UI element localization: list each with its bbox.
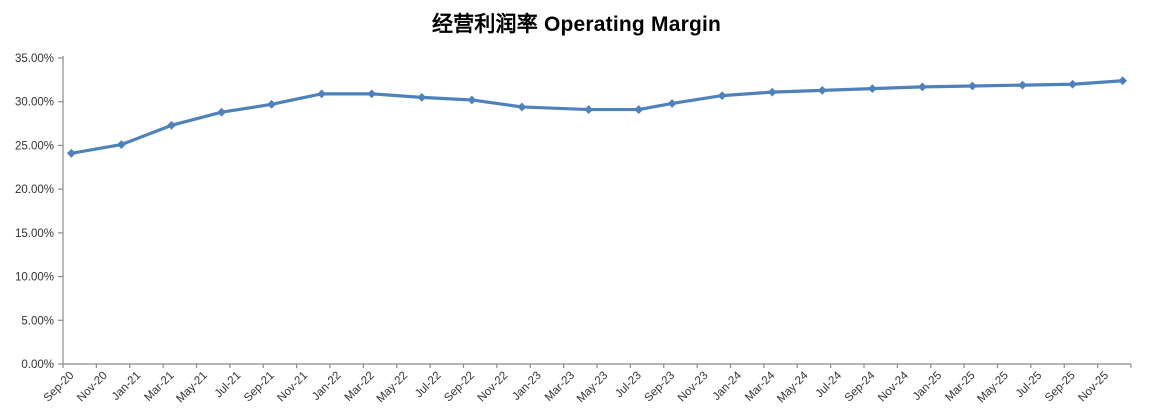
x-axis-tick-label: Jul-24 — [813, 369, 844, 400]
data-point-marker — [918, 82, 927, 92]
data-point-marker — [467, 95, 477, 105]
y-axis-tick-label: 5.00% — [21, 315, 54, 327]
y-axis-tick-label: 25.00% — [15, 140, 54, 152]
data-point-marker — [167, 120, 176, 130]
y-axis-tick-label: 20.00% — [15, 184, 54, 196]
x-axis-tick-label: Jul-22 — [413, 370, 444, 401]
x-axis-tick-label: May-22 — [375, 370, 411, 406]
data-point-marker — [1118, 76, 1128, 86]
x-axis-tick-label: Jan-23 — [510, 370, 543, 403]
x-axis-tick-label: Nov-25 — [1076, 370, 1111, 405]
x-axis-tick-label: May-23 — [575, 370, 611, 406]
x-axis-tick-label: Jan-22 — [310, 370, 343, 403]
x-axis-tick-label: Jul-21 — [213, 370, 244, 401]
chart-title: 经营利润率 Operating Margin — [431, 13, 722, 36]
x-axis-tick-label: Jan-25 — [911, 370, 944, 403]
data-point-marker — [717, 91, 727, 100]
data-point-marker — [634, 105, 644, 114]
data-point-marker — [584, 105, 594, 114]
x-axis-tick-label: May-21 — [174, 370, 210, 406]
x-axis-tick-label: Nov-23 — [676, 370, 711, 405]
x-axis-tick-label: Mar-22 — [343, 370, 377, 404]
x-axis-tick-label: Jan-21 — [110, 370, 143, 403]
data-point-marker — [217, 107, 226, 117]
data-point-marker — [367, 89, 377, 99]
data-point-marker — [817, 85, 827, 95]
y-axis-tick-label: 30.00% — [15, 97, 54, 109]
x-axis-tick-label: Sep-24 — [843, 369, 878, 404]
x-axis-tick-label: Jan-24 — [711, 369, 745, 403]
x-axis-tick-label: Sep-22 — [442, 370, 477, 405]
x-axis-tick-label: Nov-22 — [476, 370, 511, 405]
series-line — [69, 79, 1125, 155]
x-axis-tick-label: Sep-23 — [643, 370, 678, 405]
data-point-marker — [968, 81, 977, 91]
x-axis-tick-label: May-25 — [975, 370, 1011, 406]
data-point-marker — [767, 87, 777, 97]
data-point-marker — [66, 148, 76, 158]
data-point-marker — [667, 99, 677, 108]
x-axis-tick-label: Sep-21 — [242, 370, 277, 405]
x-axis-tick-label: Nov-20 — [75, 370, 110, 405]
y-axis-tick-label: 35.00% — [15, 53, 54, 65]
data-point-marker — [317, 89, 327, 99]
data-point-marker — [117, 140, 126, 149]
data-point-marker — [267, 99, 276, 109]
x-axis-tick-label: Mar-23 — [543, 370, 577, 404]
y-axis-tick-label: 10.00% — [15, 272, 54, 284]
x-axis-tick-label: Sep-25 — [1043, 370, 1078, 405]
data-point-marker — [417, 92, 427, 102]
x-axis-tick-label: Mar-25 — [943, 370, 977, 404]
x-axis-tick-label: Mar-24 — [743, 369, 778, 404]
data-point-marker — [1068, 79, 1077, 89]
x-axis-tick-label: Nov-21 — [275, 370, 310, 405]
data-point-marker — [867, 84, 877, 93]
y-axis-tick-label: 0.00% — [21, 359, 54, 371]
data-point-marker — [517, 102, 527, 112]
x-axis-tick-label: Sep-20 — [42, 370, 77, 405]
x-axis-tick-label: Nov-24 — [876, 369, 911, 404]
x-axis-tick-label: May-24 — [775, 369, 811, 405]
x-axis-tick-label: Jul-25 — [1014, 370, 1045, 401]
x-axis-tick-label: Jul-23 — [613, 370, 644, 401]
y-axis-tick-label: 15.00% — [15, 228, 54, 240]
data-point-marker — [1018, 80, 1027, 90]
x-axis-tick-label: Mar-21 — [142, 370, 176, 404]
